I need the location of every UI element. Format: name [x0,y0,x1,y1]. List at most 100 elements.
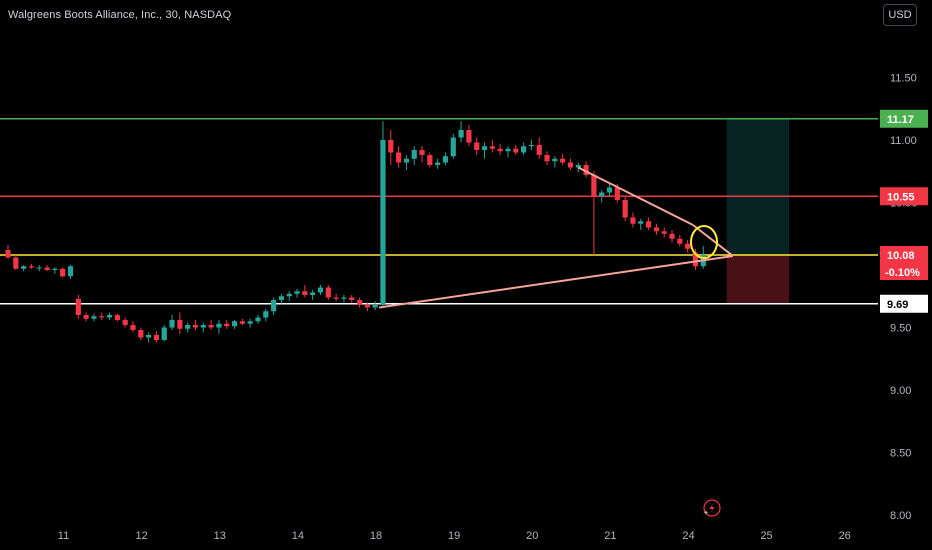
badge-bg [880,246,928,263]
candle-body [606,187,613,193]
triangle-upper-line [577,166,694,226]
candle-body [317,287,324,293]
candle-body [122,320,128,325]
level-badge: 10.55 [880,187,928,206]
candle-body [177,320,183,329]
candle-body [263,311,269,318]
candle-body [419,150,425,155]
chart-title: Walgreens Boots Alliance, Inc., 30, NASD… [8,9,232,21]
candle-body [114,315,120,320]
candle-body [427,155,433,165]
badge-value: 10.55 [887,191,915,203]
candle-body [403,158,410,163]
candle-body [528,145,535,147]
currency-button[interactable]: USD [883,4,917,26]
trend-triangle[interactable] [378,166,734,309]
candle-body [567,162,574,168]
candle-body [692,252,699,267]
candle-body [372,305,378,308]
level-badge: 10.08 -0.10% [880,246,928,280]
badge-change: -0.10% [885,267,920,279]
x-tick-label: 25 [760,530,772,542]
candle-body [497,148,503,152]
y-tick-label: 11.50 [890,73,917,85]
candle-body [552,158,558,162]
candle-body [364,305,370,308]
x-tick-label: 14 [292,530,304,542]
candle-body [622,200,628,218]
candle-body [75,298,81,315]
y-tick-label: 11.00 [890,135,917,147]
x-tick-label: 26 [839,530,851,542]
candle-body [560,158,566,163]
candle-body [200,325,206,328]
candle-body [630,217,636,224]
candle-body [388,140,394,153]
candle-body [185,325,191,329]
candle-body [513,148,519,153]
candle-body [411,150,417,159]
candle-body [231,321,238,327]
candle-body [146,335,152,338]
candle-body [153,335,160,340]
highlight-circle [690,225,718,259]
candle-body [13,257,19,269]
candle-body [255,317,261,322]
x-tick-label: 24 [682,530,694,542]
flash-icon[interactable]: ✦ [703,499,721,517]
candle-body [52,268,58,270]
candle-body [294,291,300,294]
candle-body [544,155,550,162]
candle-body [21,266,27,269]
horizontal-levels [0,118,878,305]
y-tick-label: 9.00 [890,385,911,397]
candle-body [505,148,511,152]
badge-bg [880,187,928,206]
candle-body [138,330,144,338]
x-tick-label: 13 [214,530,226,542]
candle-body [286,293,292,297]
position-stop-zone [726,255,790,304]
candlesticks [5,121,706,343]
position-target-zone [726,118,790,255]
candle-body [614,187,620,200]
candle-body [99,316,105,318]
level-badge: 11.17 [880,109,928,128]
candle-body [520,146,527,153]
candle-body [36,267,42,269]
badge-value: 10.08 [887,250,915,262]
candle-body [60,268,66,277]
candle-body [130,325,136,330]
candle-body [310,292,316,295]
svg-text:✦: ✦ [703,509,709,517]
candle-body [341,297,347,299]
candle-body [278,296,285,300]
y-tick-label: 8.00 [890,510,911,522]
candle-body [333,297,339,299]
candle-body [106,315,113,318]
candle-body [638,221,644,224]
x-tick-label: 18 [370,530,382,542]
candle-body [435,162,441,165]
x-axis[interactable]: 11 12 13 14 18 19 20 21 24 25 26 [58,530,851,542]
position-zone[interactable] [726,118,790,304]
candle-body [583,165,589,175]
candle-body [239,321,245,324]
triangle-lower-line [378,255,734,309]
candle-body [653,227,659,232]
y-tick-label: 9.50 [890,323,911,335]
candle-body [349,297,355,300]
candle-body [91,316,97,319]
level-badge: 9.69 [880,294,928,313]
candle-body [466,130,472,143]
candle-body [450,137,456,157]
badge-value: 11.17 [887,114,914,126]
candle-body [302,291,308,295]
candle-body [271,300,277,312]
badge-bg [880,294,928,313]
candle-body [685,243,691,249]
x-tick-label: 21 [604,530,616,542]
candle-body [669,233,675,239]
candle-body [224,323,230,327]
